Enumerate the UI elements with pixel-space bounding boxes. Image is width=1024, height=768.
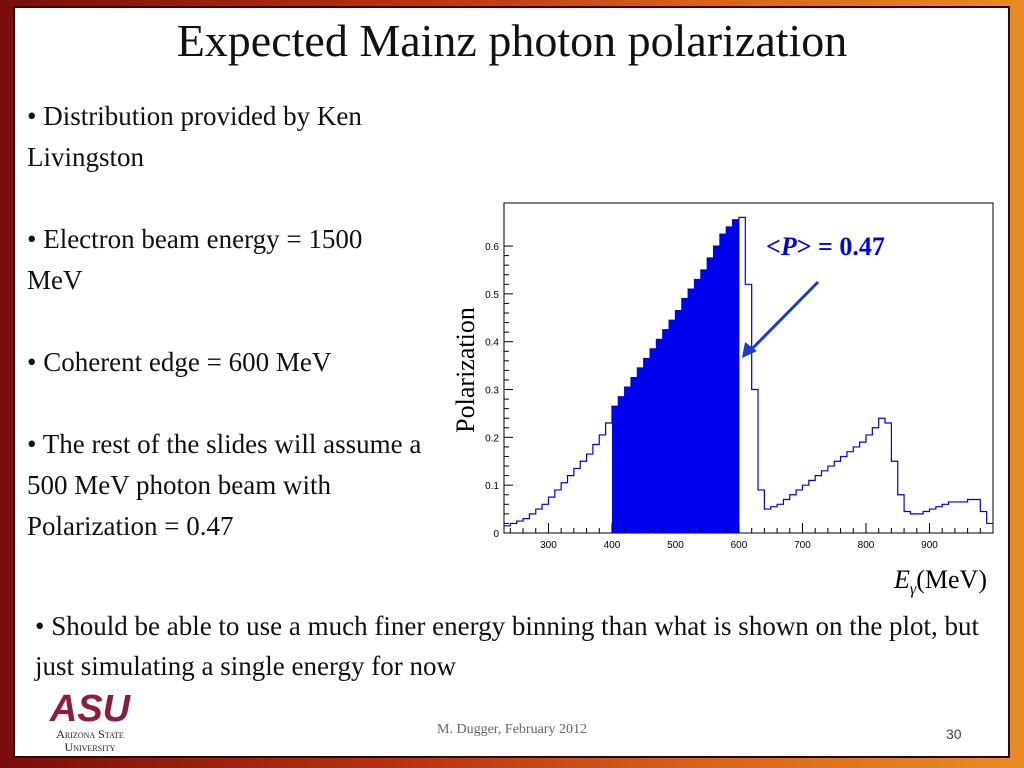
annotation-var: P xyxy=(780,232,798,261)
footer-author-date: M. Dugger, February 2012 xyxy=(437,722,587,737)
histogram-bin-fill xyxy=(713,246,721,533)
slide-title: Expected Mainz photon polarization xyxy=(176,15,848,66)
annotation-arrow xyxy=(742,280,820,358)
bullet-beam-energy: • Electron beam energy = 1500 MeV xyxy=(27,224,363,295)
mean-polarization-annotation: <P> = 0.47 xyxy=(766,232,885,261)
x-tick-label: 300 xyxy=(540,540,557,551)
histogram-bin-fill xyxy=(688,289,695,533)
bullet-assumption: • The rest of the slides will assume a 5… xyxy=(27,429,422,541)
histogram-bin-fill xyxy=(707,258,714,533)
y-tick-label: 0.6 xyxy=(485,242,499,253)
x-tick-label: 900 xyxy=(921,540,938,551)
histogram-bin-fill xyxy=(675,310,683,533)
histogram-bin-fill xyxy=(631,377,638,533)
y-tick-label: 0.3 xyxy=(485,386,499,397)
histogram-bin-fill xyxy=(681,298,689,533)
asu-logo-mark: ASU xyxy=(49,690,132,726)
bullet-list: • Distribution provided by Ken Livingsto… xyxy=(27,96,422,588)
y-tick-label: 0 xyxy=(493,529,499,540)
histogram-bin-fill xyxy=(611,406,619,533)
x-tick-label: 500 xyxy=(667,540,684,551)
histogram-bin-fill xyxy=(700,269,708,533)
plot-frame xyxy=(503,202,994,534)
histogram-bin-fill xyxy=(662,329,670,533)
histogram-bin-fill xyxy=(624,387,632,533)
histogram-bin-fill xyxy=(650,348,657,533)
shaded-region xyxy=(611,219,740,534)
histogram-bin-fill xyxy=(694,279,702,533)
y-tick-label: 0.2 xyxy=(485,433,499,444)
x-axis-label: Eγ(MeV) xyxy=(893,565,987,598)
y-tick-label: 0.5 xyxy=(485,290,499,301)
histogram-bin-fill xyxy=(656,339,664,533)
x-axis: 300 400 500 600 700 800 900 xyxy=(509,523,981,551)
asu-logo-text: Arizona State University xyxy=(56,727,124,754)
histogram-bin-fill xyxy=(669,320,676,533)
bullet-distribution: • Distribution provided by Ken Livingsto… xyxy=(27,101,362,172)
y-tick-label: 0.1 xyxy=(485,481,499,492)
bullet-coherent-edge: • Coherent edge = 600 MeV xyxy=(27,347,332,377)
svg-text:ASU: ASU xyxy=(49,690,132,726)
y-tick-label: 0.4 xyxy=(485,338,499,349)
x-tick-label: 700 xyxy=(794,540,811,551)
histogram-bin-fill xyxy=(719,234,727,533)
x-tick-label: 600 xyxy=(731,540,748,551)
polarization-histogram-line xyxy=(504,216,993,527)
histogram-bin-fill xyxy=(726,226,734,534)
polarization-line-layer xyxy=(504,216,993,527)
x-axis-label-var: E xyxy=(893,565,910,594)
histogram-bin-fill xyxy=(643,358,651,533)
x-tick-label: 400 xyxy=(604,540,621,551)
y-axis: 0 0.1 0.2 0.3 0.4 0.5 0.6 xyxy=(485,242,513,540)
y-axis-label: Polarization xyxy=(451,307,480,433)
histogram-bin-fill xyxy=(637,368,645,533)
asu-logo: ASU Arizona State University xyxy=(30,690,150,756)
histogram-bin-fill xyxy=(732,219,740,533)
annotation-prefix: < xyxy=(766,232,781,261)
bullet-binning-note: • Should be able to use a much finer ene… xyxy=(35,611,980,681)
x-axis-label-unit: (MeV) xyxy=(916,565,987,594)
histogram-bin-fill xyxy=(618,396,626,533)
page-number: 30 xyxy=(946,726,962,742)
polarization-chart: 0 0.1 0.2 0.3 0.4 0.5 0.6 300 400 500 600 700 800 90… xyxy=(451,202,994,598)
x-tick-label: 800 xyxy=(858,540,875,551)
annotation-suffix: > = 0.47 xyxy=(797,232,885,261)
x-axis-label-sub: γ xyxy=(910,581,917,598)
